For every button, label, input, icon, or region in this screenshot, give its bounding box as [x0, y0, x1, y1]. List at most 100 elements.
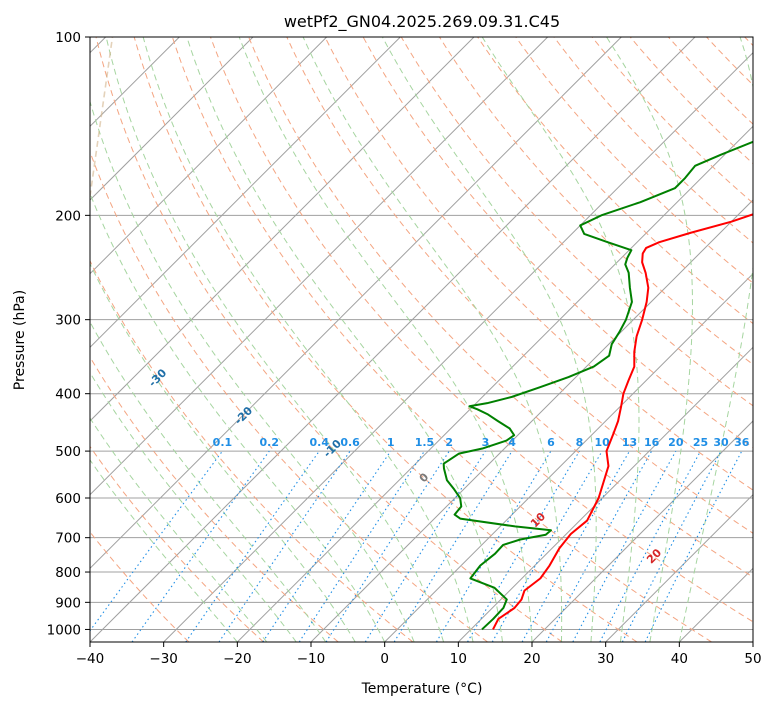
mixing-ratio-label: 20 [668, 436, 684, 449]
mixing-ratio-line [262, 450, 392, 642]
mixing-ratio-label: 0.4 [310, 436, 330, 449]
mixing-ratio-label: 2 [445, 436, 453, 449]
background-grid [90, 37, 753, 642]
isotherm [90, 37, 401, 349]
moist-adiabat [90, 417, 268, 642]
isotherm [457, 346, 753, 642]
mixing-ratio-line [298, 450, 425, 642]
y-tick-label: 1000 [47, 622, 81, 638]
mixing-ratio-label: 0.2 [260, 436, 280, 449]
x-tick-label: 10 [450, 651, 467, 667]
x-tick-label: 0 [380, 651, 389, 667]
isotherm [531, 420, 753, 642]
isotherm [384, 272, 753, 642]
y-tick-label: 700 [55, 531, 81, 547]
isotherm [605, 493, 753, 642]
mixing-ratio-line [185, 450, 320, 642]
mixing-ratio-line [599, 450, 702, 642]
series-temperature [492, 213, 753, 630]
x-tick-label: −40 [76, 651, 105, 667]
mixing-ratio-label: 10 [594, 436, 610, 449]
y-tick-label: 100 [55, 30, 81, 46]
y-tick-label: 900 [55, 595, 81, 611]
moist-adiabat [90, 262, 356, 642]
y-tick-label: 600 [55, 491, 81, 507]
dry-adiabat [248, 37, 753, 578]
isotherm [90, 37, 254, 201]
dry-adiabat [90, 259, 414, 642]
mixing-ratio-label: 1.5 [415, 436, 435, 449]
mixing-ratio-line [131, 450, 270, 642]
mixing-ratio-label: 16 [644, 436, 660, 449]
y-tick-label: 200 [55, 208, 81, 224]
mixing-ratio-label: 13 [622, 436, 637, 449]
mixing-ratio-line [364, 450, 486, 642]
moist-adiabat [238, 37, 533, 642]
mixing-ratio-label: 3 [482, 436, 490, 449]
mixing-ratio-line [325, 450, 450, 642]
isotherm [90, 37, 622, 570]
moist-adiabat [481, 37, 640, 642]
moist-adiabat [678, 37, 753, 642]
y-tick-label: 500 [55, 444, 81, 460]
y-tick-label: 800 [55, 565, 81, 581]
axis-ticks: −40 −30 −20 −10 0 10 20 30 40 5010020030040050060… [47, 30, 762, 667]
mixing-ratio-line [393, 450, 513, 642]
mixing-ratio-line [467, 450, 580, 642]
mixing-ratio-label: 36 [734, 436, 750, 449]
isotherm [90, 37, 475, 422]
x-tick-label: 40 [671, 651, 688, 667]
dry-adiabat [90, 445, 264, 642]
mixing-ratio-label: 30 [713, 436, 729, 449]
mixing-ratio-label: 8 [576, 436, 584, 449]
moist-adiabat [606, 37, 693, 642]
mixing-ratio-label: 4 [508, 436, 516, 449]
dry-adiabat [171, 37, 712, 642]
moist-adiabat [90, 459, 238, 642]
x-tick-label: 20 [523, 651, 540, 667]
dry-adiabat [286, 37, 753, 534]
mixing-ratio-label: 25 [693, 436, 708, 449]
moist-adiabat [90, 192, 386, 642]
moist-adiabat [105, 37, 445, 642]
mixing-ratio-line [218, 450, 351, 642]
mixing-ratio-line [572, 450, 677, 642]
mixing-ratio-label: 1 [387, 436, 395, 449]
moist-adiabat [90, 99, 415, 642]
plot-frame [89, 36, 754, 643]
dry-adiabat [515, 37, 753, 284]
y-tick-label: 300 [55, 313, 81, 329]
dry-adiabat [133, 37, 638, 642]
moist-adiabat [302, 37, 563, 642]
isotherm [163, 51, 753, 642]
dry-adiabat [210, 37, 753, 623]
moist-adiabat [186, 37, 504, 642]
x-tick-label: −10 [297, 651, 326, 667]
mixing-ratio-label: 0.1 [213, 436, 233, 449]
isotherm [90, 37, 696, 642]
moist-adiabat [381, 37, 597, 642]
moist-adiabat [90, 371, 297, 642]
y-tick-label: 400 [55, 387, 81, 403]
isotherm [90, 37, 549, 496]
mixing-ratio-label: 6 [547, 436, 555, 449]
dry-adiabat [324, 37, 753, 491]
mixing-ratio-label: 0.6 [340, 436, 360, 449]
dry-adiabat [95, 37, 563, 642]
x-tick-label: −20 [223, 651, 252, 667]
chart-title: wetPf2_GN04.2025.269.09.31.C45 [284, 12, 560, 32]
x-tick-label: 50 [744, 651, 761, 667]
profiles [442, 140, 753, 631]
y-axis-label: Pressure (hPa) [12, 290, 28, 390]
x-tick-label: 30 [597, 651, 614, 667]
x-tick-label: −30 [149, 651, 178, 667]
isotherm [90, 37, 328, 275]
isotherm [236, 125, 753, 642]
x-axis-label: Temperature (°C) [361, 681, 483, 697]
series-dewpoint [442, 140, 753, 631]
moist-adiabat [90, 320, 327, 642]
moist-adiabat [142, 37, 474, 642]
